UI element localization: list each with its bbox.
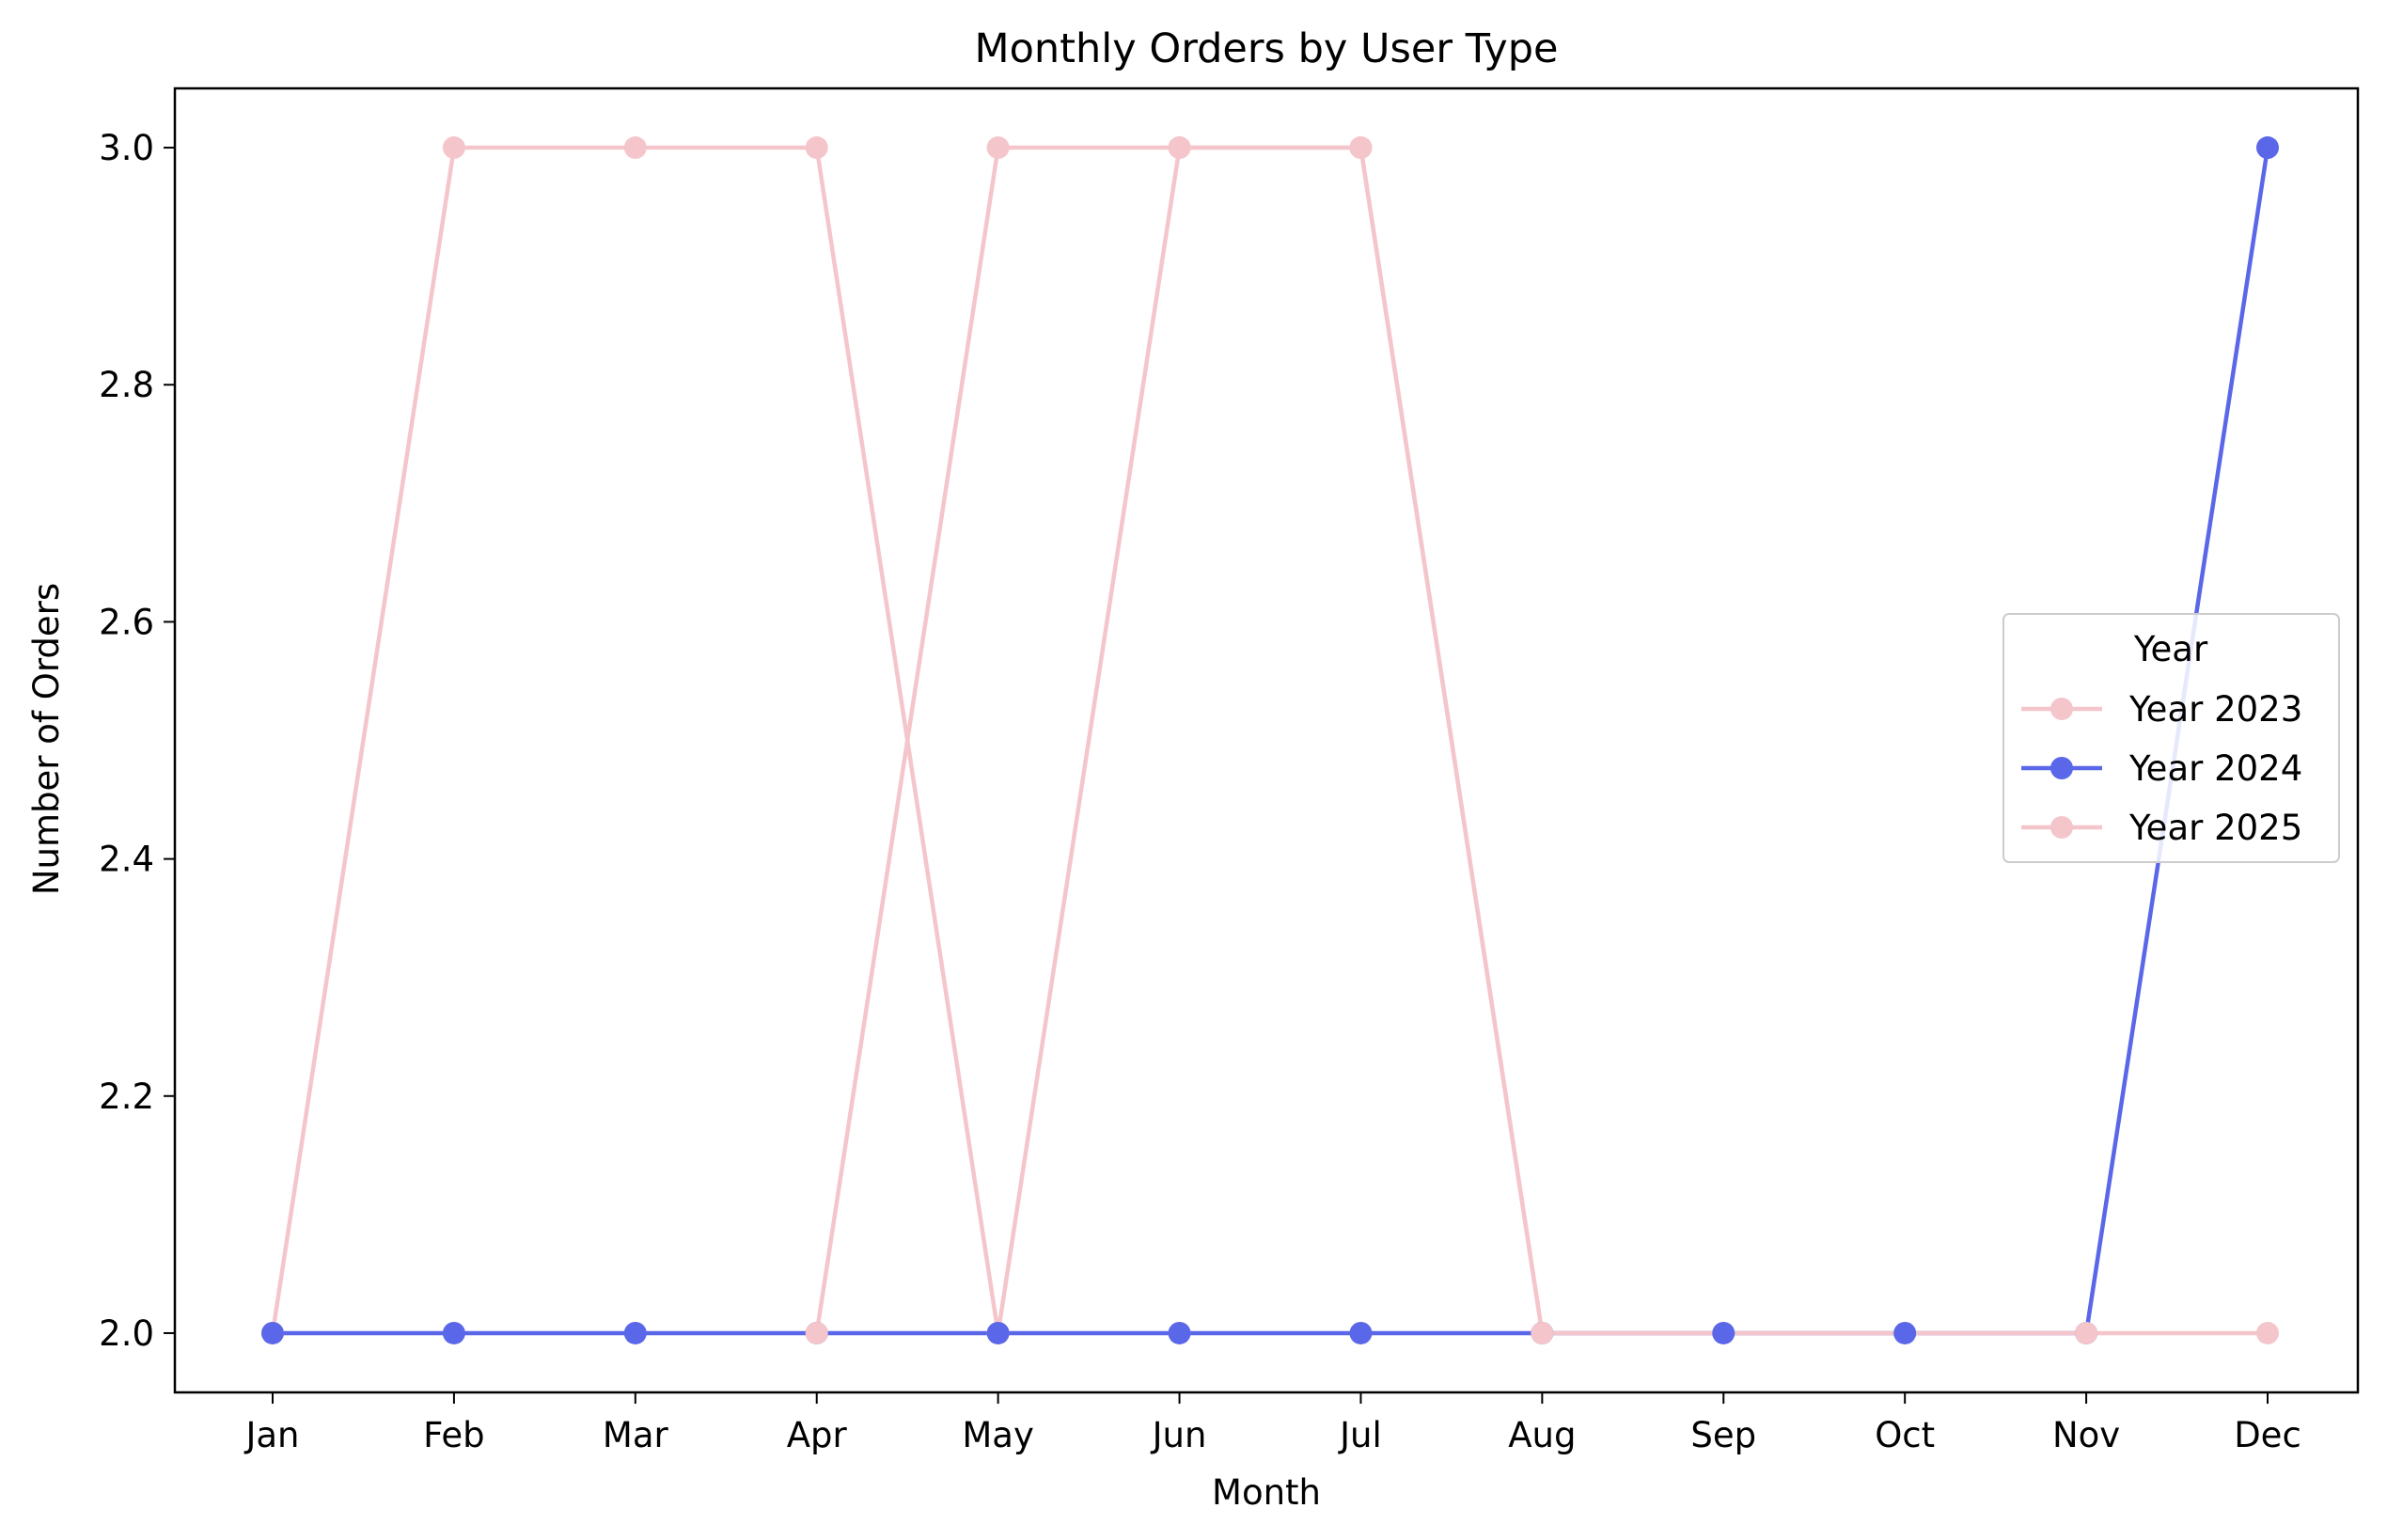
y-tick-label: 2.8 [99, 365, 154, 405]
x-tick-label: Feb [423, 1415, 485, 1455]
series-year-2024-point [623, 1321, 647, 1344]
series-year-2024-point [261, 1321, 284, 1344]
series-year-2024-point [442, 1321, 465, 1344]
y-tick-label: 2.2 [99, 1076, 154, 1117]
series-year-2024-point [1893, 1321, 1917, 1344]
y-axis-label: Number of Orders [26, 583, 67, 895]
series-year-2023-point [805, 136, 828, 160]
series-year-2024-point [1168, 1321, 1191, 1344]
series-year-2025-point [2256, 1321, 2279, 1344]
series-year-2025-point [805, 1321, 828, 1344]
series-year-2023-point [623, 136, 647, 160]
series-year-2023-point [442, 136, 465, 160]
series-year-2024-line [270, 145, 2270, 1336]
x-tick-label: May [962, 1415, 1034, 1455]
x-tick-label: Mar [603, 1415, 669, 1455]
series-year-2025-point [2075, 1321, 2098, 1344]
x-tick-label: Apr [787, 1415, 848, 1455]
legend-title: Year [2133, 629, 2208, 669]
chart-title: Monthly Orders by User Type [975, 25, 1559, 72]
x-tick-label: Dec [2234, 1415, 2301, 1455]
series-year-2024-point [1712, 1321, 1735, 1344]
series-year-2024-point [1349, 1321, 1373, 1344]
series-year-2025-point [986, 136, 1010, 160]
x-tick-label: Oct [1875, 1415, 1935, 1455]
legend-marker [2050, 698, 2073, 720]
x-tick-label: Jul [1338, 1415, 1382, 1455]
series-lines [270, 145, 2270, 1336]
axis-ticks: Jan Feb Mar Apr May Jun Jul Aug Sep Oct Nov Dec 2.0 2… [99, 128, 2301, 1455]
legend-entry-label: Year 2025 [2128, 808, 2302, 848]
y-tick-label: 3.0 [99, 128, 154, 168]
y-tick-label: 2.0 [99, 1313, 154, 1354]
plot-frame [173, 86, 2360, 1394]
x-tick-label: Sep [1690, 1415, 1756, 1455]
y-tick-label: 2.4 [99, 840, 154, 880]
legend: Year Year 2023 Year 2024 Year 2025 [2002, 613, 2340, 863]
x-tick-label: Nov [2052, 1415, 2120, 1455]
legend-marker [2050, 757, 2073, 779]
x-tick-label: Jun [1151, 1415, 1207, 1455]
legend-marker [2050, 816, 2073, 839]
series-year-2025-point [1531, 1321, 1554, 1344]
series-year-2025-point [1349, 136, 1373, 160]
legend-box [2002, 613, 2340, 863]
series-year-2024-point [986, 1321, 1010, 1344]
x-axis-label: Month [1212, 1472, 1321, 1513]
legend-entry-label: Year 2024 [2128, 748, 2302, 789]
y-tick-label: 2.6 [99, 602, 154, 642]
series-markers [261, 136, 2279, 1344]
legend-entry-label: Year 2023 [2128, 689, 2302, 730]
series-year-2025-point [1168, 136, 1191, 160]
series-year-2024-point [2256, 136, 2279, 160]
x-tick-label: Jan [243, 1415, 299, 1455]
x-tick-label: Aug [1508, 1415, 1576, 1455]
